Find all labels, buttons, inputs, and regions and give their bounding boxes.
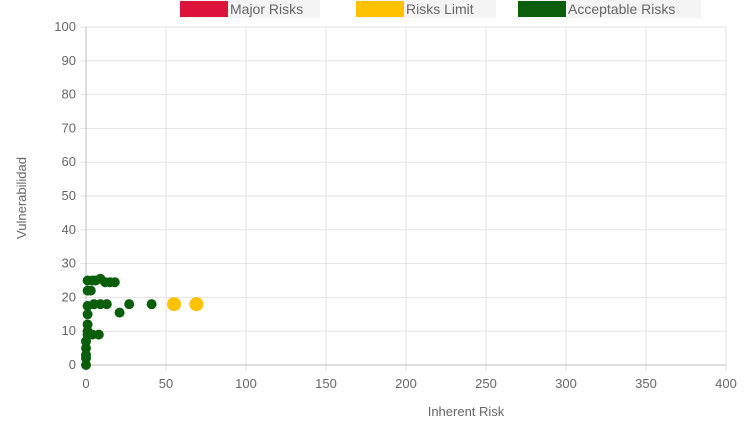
legend-item[interactable]: Acceptable Risks <box>518 0 701 18</box>
x-tick-label: 150 <box>315 376 337 391</box>
y-tick-label: 50 <box>62 188 76 203</box>
y-tick-label: 80 <box>62 87 76 102</box>
data-point-acceptable-risks <box>82 319 93 330</box>
legend-label: Major Risks <box>230 1 304 17</box>
grid-lines <box>80 26 727 371</box>
legend-swatch <box>518 1 566 17</box>
x-tick-label: 400 <box>715 376 737 391</box>
legend-swatch <box>356 1 404 17</box>
data-point-acceptable-risks <box>124 299 135 310</box>
legend: Major Risks Risks Limit Acceptable Risks <box>0 0 749 18</box>
data-point-acceptable-risks <box>109 277 120 288</box>
data-point-acceptable-risks <box>93 329 104 340</box>
y-tick-label: 100 <box>54 19 76 34</box>
y-tick-label: 60 <box>62 154 76 169</box>
data-point-acceptable-risks <box>146 299 157 310</box>
y-axis-title: Vulnerabilidad <box>14 157 29 239</box>
y-tick-label: 10 <box>62 323 76 338</box>
data-point-risks-limit <box>167 297 181 312</box>
data-point-acceptable-risks <box>85 285 96 296</box>
y-tick-label: 40 <box>62 222 76 237</box>
data-point-acceptable-risks <box>114 307 125 318</box>
y-tick-label: 70 <box>62 120 76 135</box>
legend-label: Acceptable Risks <box>568 1 676 17</box>
x-tick-label: 100 <box>235 376 257 391</box>
x-tick-label: 50 <box>159 376 173 391</box>
y-tick-label: 0 <box>69 357 76 372</box>
data-point-risks-limit <box>189 297 204 312</box>
x-tick-label: 300 <box>555 376 577 391</box>
y-tick-label: 30 <box>62 256 76 271</box>
x-tick-label: 0 <box>82 376 89 391</box>
x-axis-ticks: 0 50 100 150 200 250 300 350 400 <box>82 376 736 391</box>
x-tick-label: 200 <box>395 376 417 391</box>
data-points <box>81 273 204 370</box>
y-tick-label: 90 <box>62 53 76 68</box>
legend-item[interactable]: Risks Limit <box>356 0 496 18</box>
x-tick-label: 350 <box>635 376 657 391</box>
x-axis-title: Inherent Risk <box>428 404 505 419</box>
y-axis-ticks: 0 10 20 30 40 50 60 70 80 90 100 <box>54 19 76 372</box>
legend-item[interactable]: Major Risks <box>180 0 320 18</box>
x-tick-label: 250 <box>475 376 497 391</box>
legend-label: Risks Limit <box>406 1 474 17</box>
data-point-acceptable-risks <box>82 309 93 320</box>
y-tick-label: 20 <box>62 289 76 304</box>
data-point-acceptable-risks <box>101 299 112 310</box>
legend-swatch <box>180 1 228 17</box>
